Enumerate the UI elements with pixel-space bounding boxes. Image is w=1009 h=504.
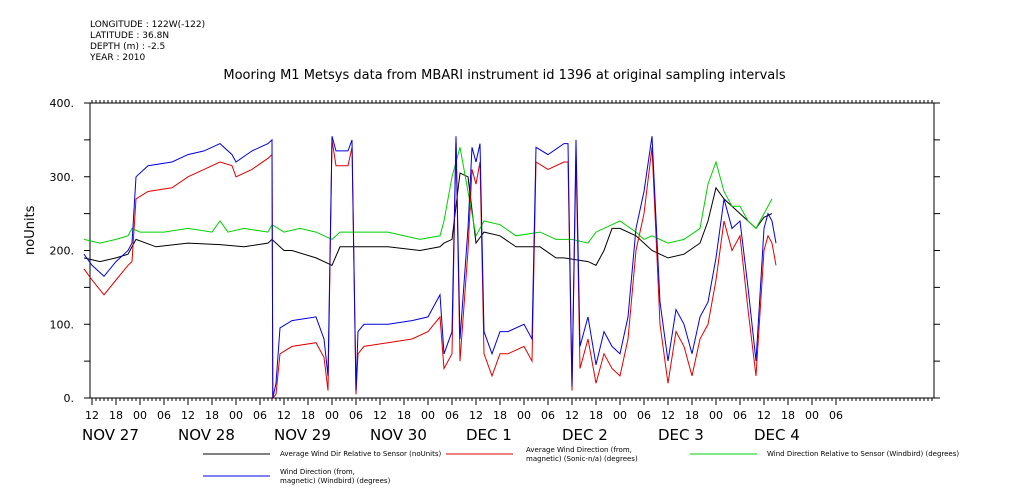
x-hour-tick-label: 12 (565, 409, 579, 422)
x-day-label: DEC 4 (754, 426, 800, 444)
x-hour-tick-label: 06 (541, 409, 555, 422)
x-hour-tick-label: 18 (589, 409, 603, 422)
x-hour-tick-label: 12 (181, 409, 195, 422)
longitude-text: LONGITUDE : 122W(-122) (90, 20, 206, 30)
x-hour-tick-label: 12 (277, 409, 291, 422)
y-tick-label: 0. (64, 392, 75, 405)
x-hour-tick-label: 18 (781, 409, 795, 422)
legend-label-3: Wind Direction (from, (280, 468, 355, 476)
x-hour-tick-label: 12 (469, 409, 483, 422)
x-hour-tick-label: 18 (493, 409, 507, 422)
legend-label-1: Average Wind Direction (from, (526, 446, 632, 454)
legend-label-3: magnetic) (Windbird) (degrees) (280, 477, 391, 485)
x-hour-tick-label: 00 (613, 409, 627, 422)
x-hour-tick-label: 18 (109, 409, 123, 422)
legend-label-0: Average Wind Dir Relative to Sensor (noU… (280, 450, 441, 458)
legend-label-2: Wind Direction Relative to Sensor (Windb… (767, 450, 959, 458)
x-hour-tick-label: 18 (205, 409, 219, 422)
x-hour-tick-label: 06 (733, 409, 747, 422)
plot-frame (89, 102, 935, 399)
series-group (83, 136, 777, 400)
x-hour-tick-label: 12 (757, 409, 771, 422)
x-hour-tick-label: 06 (637, 409, 651, 422)
chart-title: Mooring M1 Metsys data from MBARI instru… (223, 68, 786, 83)
x-hour-tick-label: 00 (709, 409, 723, 422)
x-hour-tick-label: 00 (517, 409, 531, 422)
x-hour-tick-label: 06 (829, 409, 843, 422)
y-tick-label: 400. (50, 97, 75, 110)
x-hour-tick-label: 00 (421, 409, 435, 422)
x-hour-tick-label: 06 (157, 409, 171, 422)
x-hour-tick-label: 00 (229, 409, 243, 422)
year-text: YEAR : 2010 (90, 53, 146, 63)
x-hour-tick-label: 06 (253, 409, 267, 422)
x-hour-tick-label: 12 (373, 409, 387, 422)
legend-label-1: magnetic) (Sonic-n/a) (degrees) (526, 455, 638, 463)
series-line-2 (83, 147, 773, 244)
metadata-block: LONGITUDE : 122W(-122) LATITUDE : 36.8N … (90, 20, 205, 64)
x-day-label: DEC 1 (466, 426, 512, 444)
legend: Average Wind Dir Relative to Sensor (noU… (203, 446, 959, 485)
x-hour-tick-label: 18 (397, 409, 411, 422)
x-hour-tick-label: 06 (349, 409, 363, 422)
x-hour-tick-label: 18 (301, 409, 315, 422)
x-day-label: NOV 29 (274, 426, 331, 444)
x-day-label: NOV 28 (178, 426, 235, 444)
latitude-text: LATITUDE : 36.8N (90, 31, 170, 41)
x-hour-tick-label: 00 (805, 409, 819, 422)
depth-text: DEPTH (m) : -2.5 (90, 42, 166, 52)
x-hour-tick-label: 18 (685, 409, 699, 422)
axes: 0. 100. 200. 300. 400. 12 18 00 06 12 18 00 06 12 18 00… (50, 97, 940, 444)
x-hour-tick-label: 06 (445, 409, 459, 422)
series-line-0 (83, 172, 773, 266)
x-hour-tick-label: 12 (661, 409, 675, 422)
x-hour-tick-label: 00 (325, 409, 339, 422)
x-day-label: DEC 3 (658, 426, 704, 444)
y-tick-label: 300. (50, 171, 75, 184)
x-hour-tick-label: 12 (85, 409, 99, 422)
y-tick-label: 200. (50, 245, 75, 258)
series-line-3 (83, 136, 777, 399)
y-tick-label: 100. (50, 318, 75, 331)
series-line-1 (83, 139, 777, 400)
x-day-label: DEC 2 (562, 426, 608, 444)
x-day-label: NOV 30 (370, 426, 427, 444)
x-day-label: NOV 27 (82, 426, 139, 444)
x-hour-tick-label: 00 (133, 409, 147, 422)
